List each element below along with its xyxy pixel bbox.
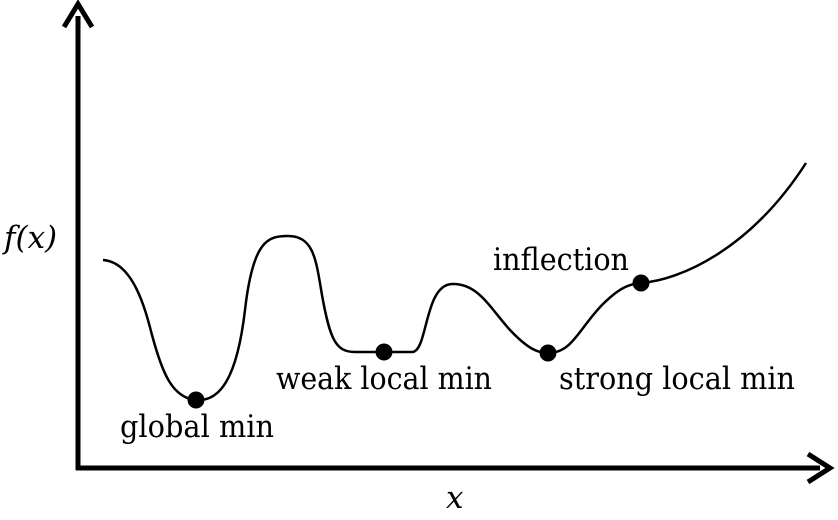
strong-local-min-label: strong local min bbox=[559, 361, 795, 397]
axes bbox=[61, 0, 835, 485]
y-axis-arrowhead bbox=[61, 0, 95, 29]
x-axis-label: x bbox=[446, 480, 464, 516]
x-axis-arrowhead bbox=[806, 451, 835, 485]
inflection-label: inflection bbox=[493, 242, 629, 278]
weak-local-min-point bbox=[375, 343, 393, 361]
markers bbox=[187, 274, 650, 409]
weak-local-min-label: weak local min bbox=[276, 361, 492, 397]
y-axis-label: f(x) bbox=[2, 220, 57, 256]
global-min-label: global min bbox=[120, 409, 274, 445]
global-min-point bbox=[187, 391, 205, 409]
inflection-point bbox=[632, 274, 650, 292]
strong-local-min-point bbox=[539, 344, 557, 362]
